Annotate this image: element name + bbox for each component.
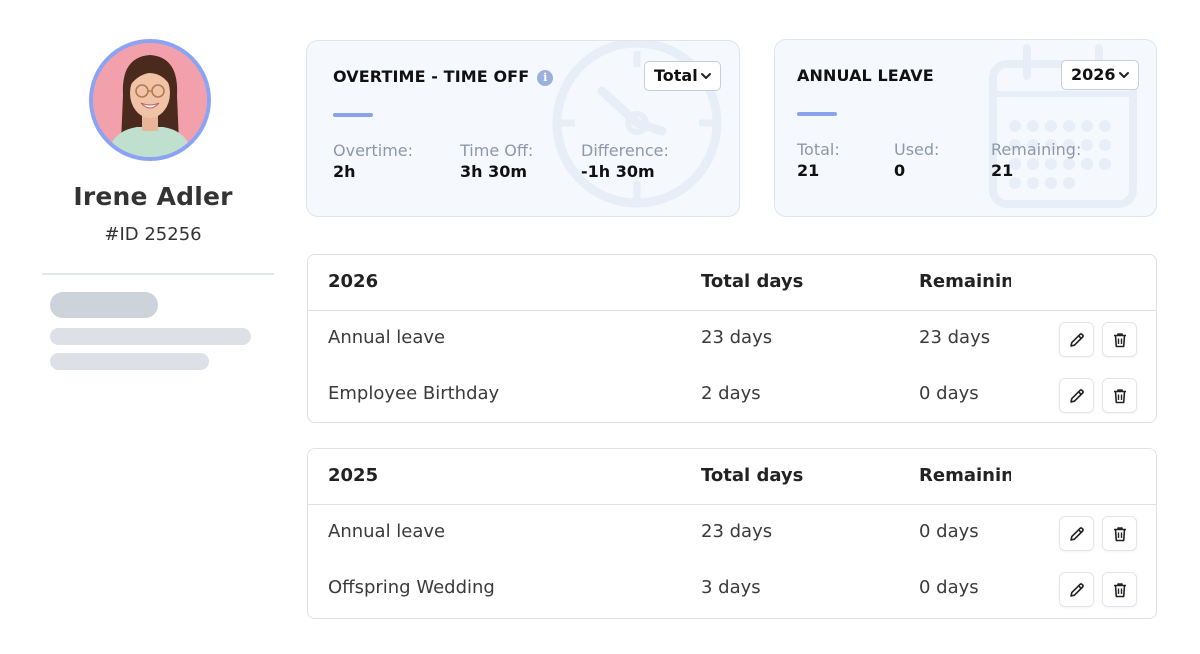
leave-type-cell: Annual leave [328,327,446,348]
table-row: Annual leave 23 days 23 days [308,311,1156,367]
remaining-cell: 0 days [919,383,979,404]
delete-button[interactable] [1102,378,1137,413]
stat-value: 21 [797,161,820,180]
leave-type-cell: Offspring Wedding [328,577,495,598]
accent-bar [797,112,837,116]
overtime-title-text: OVERTIME - TIME OFF [333,67,530,86]
avatar [89,39,211,161]
total-days-cell: 3 days [701,577,761,598]
leave-table-2026: 2026 Total days Remainin Annual leave 23… [307,254,1157,423]
accent-bar [333,113,373,117]
timeoff-stat: Time Off: 3h 30m [460,141,533,181]
stat-label: Remaining: [991,140,1082,159]
delete-button[interactable] [1102,572,1137,607]
chevron-down-icon [701,73,711,79]
skeleton-placeholder-2 [50,328,251,345]
stat-label: Time Off: [460,141,534,160]
leave-total-stat: Total: 21 [797,140,840,180]
delete-button[interactable] [1102,322,1137,357]
leave-type-cell: Annual leave [328,521,446,542]
table-header: 2026 Total days Remainin [308,255,1156,311]
info-icon[interactable]: i [537,70,554,86]
stat-label: Used: [894,140,940,159]
delete-button[interactable] [1102,516,1137,551]
chevron-down-icon [1119,72,1129,78]
remaining-cell: 0 days [919,521,979,542]
edit-button[interactable] [1059,572,1094,607]
leave-table-2025: 2025 Total days Remainin Annual leave 23… [307,448,1157,619]
avatar-photo [93,43,207,157]
total-days-cell: 2 days [701,383,761,404]
total-days-header: Total days [701,271,804,292]
stat-value: 0 [894,161,906,180]
trash-icon [1114,583,1126,598]
difference-stat: Difference: -1h 30m [581,141,669,181]
total-days-cell: 23 days [701,521,773,542]
overtime-period-select[interactable]: Total [644,61,721,91]
table-row: Annual leave 23 days 0 days [308,505,1156,561]
leave-year-select[interactable]: 2026 [1061,60,1139,90]
stat-label: Overtime: [333,141,414,160]
employee-name: Irene Adler [73,182,233,211]
pencil-icon [1070,583,1084,597]
leave-type-cell: Employee Birthday [328,383,500,404]
pencil-icon [1070,389,1084,403]
select-value: Total [654,66,698,85]
overtime-stat: Overtime: 2h [333,141,413,181]
edit-button[interactable] [1059,378,1094,413]
edit-button[interactable] [1059,516,1094,551]
remaining-cell: 23 days [919,327,991,348]
card-title: OVERTIME - TIME OFF i [333,67,554,86]
trash-icon [1114,333,1126,348]
profile-divider [42,273,274,275]
total-days-cell: 23 days [701,327,773,348]
stat-value: -1h 30m [581,162,655,181]
remaining-header: Remainin [919,271,1011,292]
leave-remaining-stat: Remaining: 21 [991,140,1081,180]
table-year-header: 2026 [328,271,379,292]
trash-icon [1114,389,1126,404]
annual-leave-card: ANNUAL LEAVE 2026 Total: 21 Used: 0 Rema… [774,39,1157,217]
stat-value: 2h [333,162,356,181]
stat-label: Difference: [581,141,669,160]
select-value: 2026 [1071,65,1116,84]
edit-button[interactable] [1059,322,1094,357]
remaining-header: Remainin [919,465,1011,486]
leave-used-stat: Used: 0 [894,140,939,180]
skeleton-placeholder-3 [50,353,209,370]
skeleton-placeholder-1 [50,292,158,318]
table-header: 2025 Total days Remainin [308,449,1156,505]
remaining-cell: 0 days [919,577,979,598]
stat-value: 21 [991,161,1014,180]
overtime-timeoff-card: OVERTIME - TIME OFF i Total Overtime: 2h … [306,40,740,217]
stat-value: 3h 30m [460,162,528,181]
pencil-icon [1070,527,1084,541]
employee-id: #ID 25256 [104,224,202,245]
trash-icon [1114,527,1126,542]
table-row: Offspring Wedding 3 days 0 days [308,561,1156,617]
stat-label: Total: [797,140,840,159]
card-title: ANNUAL LEAVE [797,66,934,85]
total-days-header: Total days [701,465,804,486]
clock-icon [552,41,722,208]
pencil-icon [1070,333,1084,347]
table-row: Employee Birthday 2 days 0 days [308,367,1156,422]
table-year-header: 2025 [328,465,379,486]
